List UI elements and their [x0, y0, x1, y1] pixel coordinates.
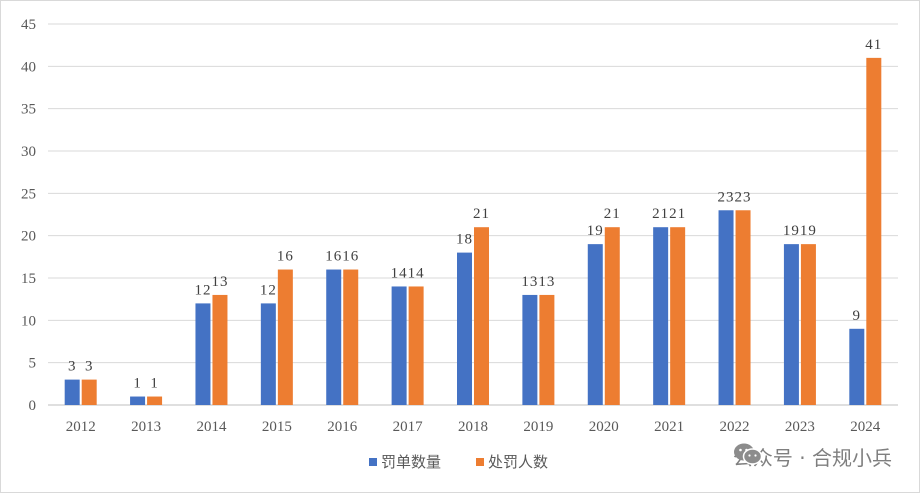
bar: [670, 227, 686, 405]
x-tick-label: 2024: [850, 419, 881, 435]
y-tick-label: 35: [21, 102, 36, 118]
bar: [212, 294, 228, 405]
data-label: 13: [211, 274, 228, 290]
x-tick-label: 2023: [785, 419, 815, 435]
bar: [260, 303, 276, 405]
y-tick-label: 45: [21, 17, 36, 33]
bar: [391, 286, 407, 405]
y-tick-label: 15: [21, 271, 36, 287]
bar: [457, 252, 472, 405]
x-tick-label: 2016: [327, 419, 358, 435]
legend-label: 罚单数量: [381, 453, 441, 471]
bar: [539, 294, 555, 405]
bar: [800, 244, 816, 405]
data-label: 13: [538, 274, 555, 290]
x-tick-label: 2018: [458, 419, 488, 435]
data-label: 21: [604, 206, 621, 222]
y-tick-label: 25: [21, 186, 36, 202]
data-label: 16: [342, 249, 359, 265]
data-label: 23: [735, 189, 752, 205]
bar: [343, 269, 359, 405]
data-label: 21: [669, 206, 686, 222]
gridlines: [48, 23, 898, 364]
watermark: 公众号 · 合规小兵: [733, 442, 892, 471]
data-label: 19: [800, 223, 817, 239]
data-label: 16: [277, 249, 294, 265]
data-label: 1: [150, 376, 159, 392]
data-label: 19: [587, 223, 604, 239]
data-label: 3: [85, 359, 94, 375]
data-label: 18: [456, 232, 473, 248]
x-tick-label: 2013: [131, 419, 161, 435]
data-label: 1: [133, 376, 142, 392]
x-tick-label: 2019: [523, 419, 553, 435]
bar: [130, 396, 146, 405]
y-tick-label: 5: [29, 356, 37, 372]
data-label: 13: [521, 274, 538, 290]
y-tick-label: 0: [29, 398, 37, 414]
bar: [277, 269, 293, 405]
data-label: 21: [473, 206, 490, 222]
bar: [653, 227, 669, 405]
data-label: 12: [260, 282, 277, 298]
bar: [587, 244, 603, 405]
legend: 罚单数量 处罚人数: [369, 453, 548, 471]
x-axis: 2012 2013 2014 2015 2016 2017 2018 2019 2020 2021…: [48, 404, 898, 435]
x-tick-label: 2015: [262, 419, 292, 435]
bar: [326, 269, 342, 405]
legend-label: 处罚人数: [488, 453, 548, 471]
data-label: 12: [194, 282, 211, 298]
data-label: 23: [718, 189, 735, 205]
y-tick-label: 10: [21, 313, 36, 329]
bar: [604, 227, 620, 405]
data-label: 19: [783, 223, 800, 239]
bar: [849, 328, 865, 405]
bar: [866, 57, 882, 405]
legend-swatch: [369, 458, 377, 466]
x-tick-label: 2012: [66, 419, 96, 435]
wechat-icon: [733, 443, 763, 465]
data-label: 16: [325, 249, 342, 265]
bars: [64, 57, 882, 405]
y-axis: 0 5 10 15 20 25 30 35 40 45: [21, 17, 36, 414]
data-label: 14: [408, 265, 425, 281]
bar: [195, 303, 211, 405]
x-tick-label: 2017: [393, 419, 424, 435]
data-label: 9: [853, 308, 862, 324]
y-tick-label: 20: [21, 229, 36, 245]
bar: [64, 379, 80, 405]
y-tick-label: 30: [21, 144, 36, 160]
data-label: 41: [865, 37, 882, 53]
y-tick-label: 40: [21, 59, 36, 75]
bar: [81, 379, 97, 405]
bar: [408, 286, 424, 405]
x-tick-label: 2014: [196, 419, 227, 435]
bar: [783, 244, 799, 405]
x-tick-label: 2021: [654, 419, 684, 435]
bar: [718, 210, 734, 405]
bar: [474, 227, 489, 405]
data-label: 3: [68, 359, 77, 375]
bar: [735, 210, 751, 405]
bar: [147, 396, 163, 405]
legend-swatch: [476, 458, 484, 466]
data-label: 21: [652, 206, 669, 222]
bar: [522, 294, 538, 405]
x-tick-label: 2020: [589, 419, 619, 435]
x-tick-label: 2022: [720, 419, 750, 435]
data-label: 14: [391, 265, 408, 281]
